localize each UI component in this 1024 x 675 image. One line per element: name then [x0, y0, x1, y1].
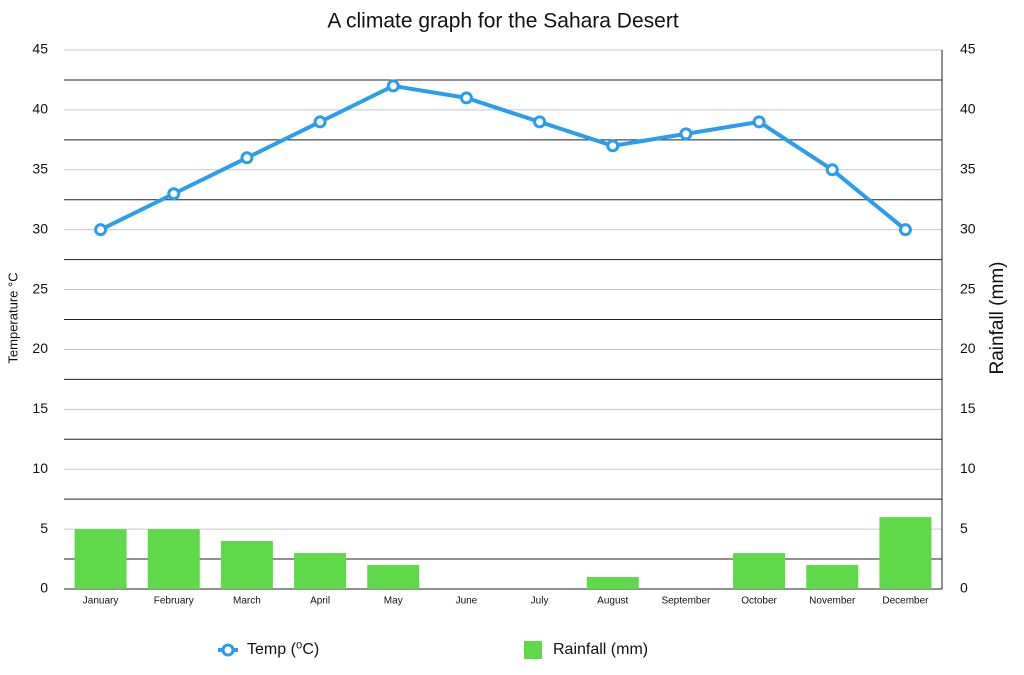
bar	[586, 577, 639, 589]
legend-marker	[221, 643, 235, 657]
y2-tick-label: 45	[960, 41, 976, 57]
y2-axis-label: Rainfall (mm)	[987, 262, 1008, 375]
line	[99, 83, 907, 232]
y-tick-label: 40	[32, 101, 48, 117]
point	[898, 223, 912, 237]
x-tick-label: December	[882, 596, 929, 607]
legend-swatch	[524, 641, 542, 659]
bar	[879, 517, 932, 589]
y2-tick-label: 30	[960, 220, 976, 236]
x-tick-label: September	[661, 596, 711, 607]
y2-tick-label: 25	[960, 280, 976, 296]
x-tick-label: March	[233, 596, 261, 607]
point	[94, 223, 108, 237]
y-tick-label: 20	[32, 340, 48, 356]
y-tick-label: 35	[32, 160, 48, 176]
bar	[733, 553, 786, 589]
y-tick-label: 45	[32, 41, 48, 57]
x-tick-label: November	[809, 596, 856, 607]
bar	[367, 565, 420, 589]
legend-label: Rainfall (mm)	[553, 641, 648, 658]
point	[533, 115, 547, 129]
point	[240, 151, 254, 165]
point	[752, 115, 766, 129]
x-tick-label: July	[531, 596, 549, 607]
bar	[147, 529, 200, 589]
point	[825, 163, 839, 177]
bar	[220, 541, 273, 589]
marks	[74, 79, 932, 589]
point	[606, 139, 620, 153]
x-tick-label: April	[310, 596, 330, 607]
y-tick-label: 10	[32, 460, 48, 476]
bar	[294, 553, 347, 589]
x-tick-label: January	[83, 596, 119, 607]
y2-tick-label: 10	[960, 460, 976, 476]
y-tick-label: 25	[32, 280, 48, 296]
y2-tick-label: 5	[960, 520, 968, 536]
x-tick-label: August	[597, 596, 628, 607]
y-tick-label: 15	[32, 400, 48, 416]
y2-tick-label: 15	[960, 400, 976, 416]
point	[313, 115, 327, 129]
chart-title: A climate graph for the Sahara Desert	[327, 10, 679, 33]
point	[386, 79, 400, 93]
x-tick-label: May	[384, 596, 403, 607]
x-tick-label: October	[741, 596, 777, 607]
y2-tick-label: 40	[960, 101, 976, 117]
y-axis-label: Temperature °C	[5, 272, 20, 363]
y-tick-label: 30	[32, 220, 48, 236]
point	[679, 127, 693, 141]
y2-tick-label: 35	[960, 160, 976, 176]
y2-tick-label: 0	[960, 580, 968, 596]
x-tick-label: February	[154, 596, 194, 607]
bar	[806, 565, 859, 589]
x-tick-label: June	[456, 596, 478, 607]
point	[167, 187, 181, 201]
grid	[64, 49, 943, 590]
y-tick-label: 5	[40, 520, 48, 536]
legend-label: Temp (⁰C)	[247, 641, 319, 658]
bar	[74, 529, 127, 589]
y2-tick-label: 20	[960, 340, 976, 356]
point	[459, 91, 473, 105]
y-tick-label: 0	[40, 580, 48, 596]
